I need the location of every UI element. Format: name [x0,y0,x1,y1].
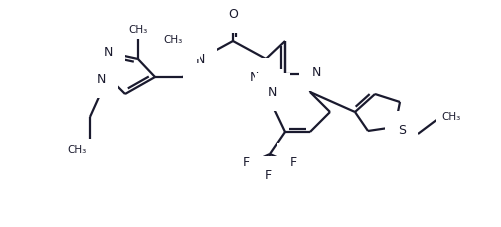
Text: F: F [290,156,297,169]
Text: N: N [195,53,204,66]
Text: N: N [103,46,113,59]
Text: N: N [312,66,321,79]
Text: F: F [264,169,271,182]
Text: S: S [397,124,405,137]
Text: CH₃: CH₃ [163,35,183,45]
Text: O: O [227,8,237,21]
Text: N: N [96,73,106,86]
Text: CH₃: CH₃ [440,111,459,121]
Text: CH₃: CH₃ [68,144,87,154]
Text: N: N [249,71,259,84]
Text: N: N [268,86,277,99]
Text: CH₃: CH₃ [128,25,147,35]
Text: F: F [242,156,249,169]
